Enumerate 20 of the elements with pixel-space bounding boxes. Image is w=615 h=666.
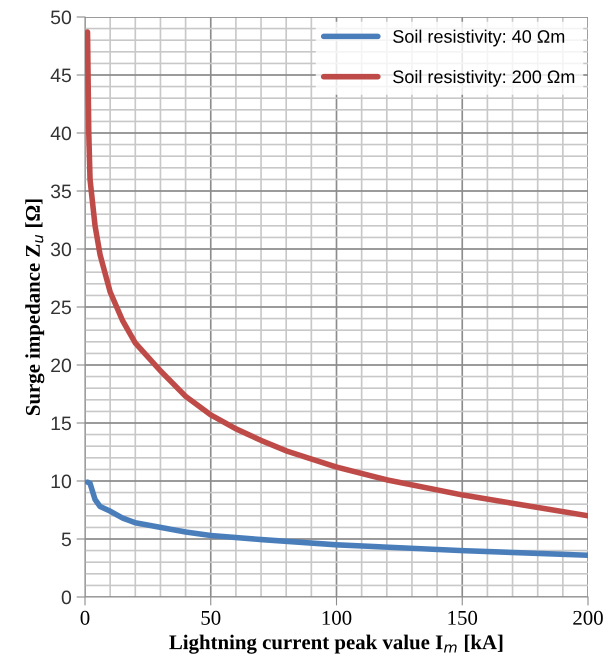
x-tick-label: 50 <box>202 610 220 625</box>
y-axis-title: Surge impedance Z$_{u}$ [Ω] <box>25 199 44 416</box>
y-tick-label: 15 <box>52 416 71 430</box>
x-tick-label: 0 <box>80 610 90 625</box>
legend-label: Soil resistivity: 200 Ωm <box>393 70 574 87</box>
y-tick-label: 20 <box>51 358 72 372</box>
y-tick-label: 25 <box>51 300 71 314</box>
legend-label: Soil resistivity: 40 Ωm <box>393 30 564 46</box>
x-tick-label: 100 <box>322 610 352 625</box>
x-tick-label: 150 <box>448 610 478 625</box>
y-tick-label: 10 <box>52 474 72 488</box>
x-tick-label: 200 <box>573 610 603 625</box>
y-tick-label: 0 <box>62 590 72 604</box>
x-axis-title: Lightning current peak value I$_{m}$ [kA] <box>169 634 502 654</box>
y-tick-label: 50 <box>50 10 72 24</box>
y-tick-label: 30 <box>50 242 72 256</box>
y-tick-label: 40 <box>50 126 72 140</box>
y-tick-label: 45 <box>50 68 71 82</box>
y-tick-label: 35 <box>50 184 71 198</box>
y-tick-label: 5 <box>62 532 71 546</box>
